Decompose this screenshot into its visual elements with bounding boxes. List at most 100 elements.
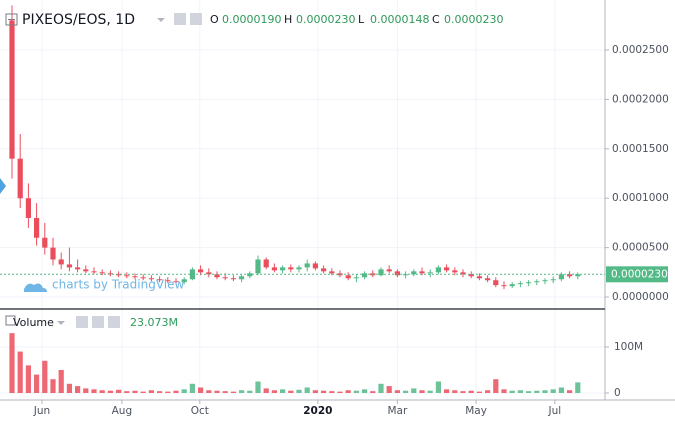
settings-icon[interactable] — [190, 13, 202, 25]
volume-caret[interactable] — [57, 321, 65, 325]
candle-body — [419, 271, 425, 274]
candle-body — [124, 275, 130, 277]
volume-bar — [534, 390, 540, 394]
volume-bar — [321, 390, 327, 394]
volume-bar — [116, 389, 122, 394]
volume-bar — [83, 388, 89, 394]
candle-body — [99, 272, 105, 274]
volume-bar — [452, 390, 458, 394]
candle-body — [165, 280, 171, 282]
volume-title: Volume — [13, 316, 54, 329]
volume-bar — [460, 391, 466, 394]
candle-body — [230, 278, 236, 280]
legend-value: 0.0000148 — [370, 13, 430, 26]
candle-body — [9, 20, 15, 159]
volume-bar — [509, 390, 515, 394]
candle-body — [263, 259, 269, 268]
candle-body — [386, 269, 392, 272]
legend-key: C — [432, 13, 440, 26]
candle-body — [476, 276, 482, 279]
volume-bar — [181, 389, 187, 394]
volume-bar — [296, 389, 302, 394]
candle-body — [288, 267, 294, 270]
candle-body — [452, 270, 458, 273]
volume-bar — [75, 386, 81, 394]
candle-body — [157, 279, 163, 281]
legend-key: O — [210, 13, 219, 26]
legend-value: 0.0000230 — [444, 13, 504, 26]
visibility-icon[interactable] — [174, 13, 186, 25]
volume-bar — [124, 391, 130, 394]
candle-body — [42, 237, 48, 248]
candle-body — [239, 276, 245, 280]
volume-bar — [526, 391, 532, 394]
symbol-title: PIXEOS/EOS, 1D — [22, 12, 135, 28]
volume-bar — [288, 390, 294, 394]
volume-bar — [362, 389, 368, 394]
candle-body — [271, 267, 277, 271]
candle-body — [34, 217, 40, 238]
candle-body — [214, 274, 220, 278]
dropdown-caret[interactable] — [157, 18, 165, 22]
volume-collapse-icon[interactable] — [5, 315, 16, 326]
candle-body — [116, 274, 122, 276]
candle-body — [362, 273, 368, 278]
candle-body — [378, 269, 384, 276]
volume-bar — [353, 390, 359, 394]
volume-bar — [239, 390, 245, 394]
volume-bar — [58, 369, 64, 394]
candle-body — [140, 277, 146, 279]
volume-bar — [271, 390, 277, 394]
x-tick-label: Aug — [112, 405, 133, 417]
collapse-icon[interactable] — [5, 13, 18, 26]
watermark-logo — [24, 283, 47, 292]
volume-bar — [575, 382, 581, 394]
volume-bar — [222, 391, 228, 394]
volume-bar — [476, 391, 482, 394]
y-tick-label: 0.0002000 — [612, 93, 669, 105]
candle-body — [534, 281, 540, 283]
volume-bar — [263, 388, 269, 394]
y-tick-label: 0.0000500 — [612, 242, 669, 254]
volume-bar — [386, 386, 392, 394]
volume-close-icon[interactable] — [108, 316, 120, 328]
volume-bar — [107, 390, 113, 394]
volume-bar — [517, 390, 523, 394]
candle-body — [50, 247, 56, 260]
volume-bar — [148, 390, 154, 394]
volume-bar — [132, 390, 138, 394]
candle-body — [17, 158, 23, 199]
candle-body — [411, 271, 417, 275]
legend-value: 0.0000230 — [296, 13, 356, 26]
volume-bar — [189, 383, 195, 394]
legend-value: 0.0000190 — [222, 13, 282, 26]
y-tick-label: 0.0002500 — [612, 44, 669, 56]
candle-body — [526, 282, 532, 284]
y-tick-label: 0.0000000 — [612, 291, 669, 303]
volume-bar — [42, 360, 48, 394]
volume-settings-icon[interactable] — [92, 316, 104, 328]
x-tick-label: Oct — [191, 405, 209, 417]
candle-body — [509, 284, 515, 287]
candle-body — [66, 264, 72, 268]
candle-body — [427, 272, 433, 274]
volume-tick-label: 100M — [614, 341, 643, 353]
marks — [9, 5, 581, 394]
candle-body — [542, 280, 548, 282]
watermark: charts by TradingView — [52, 278, 184, 292]
candle-body — [206, 272, 212, 275]
volume-bar — [493, 379, 499, 394]
candle-body — [567, 274, 573, 277]
legend-key: L — [358, 13, 365, 26]
ohlc-legend: O 0.0000190 H 0.0000230 L 0.0000148 C 0.0000230 — [210, 13, 504, 26]
volume-bar — [198, 387, 204, 394]
volume-bar — [411, 388, 417, 394]
scroll-marker[interactable] — [0, 178, 6, 194]
last-price-box — [606, 266, 668, 283]
volume-bar — [542, 390, 548, 394]
volume-bar — [66, 383, 72, 394]
volume-bar — [485, 390, 491, 394]
volume-visibility-icon[interactable] — [76, 316, 88, 328]
